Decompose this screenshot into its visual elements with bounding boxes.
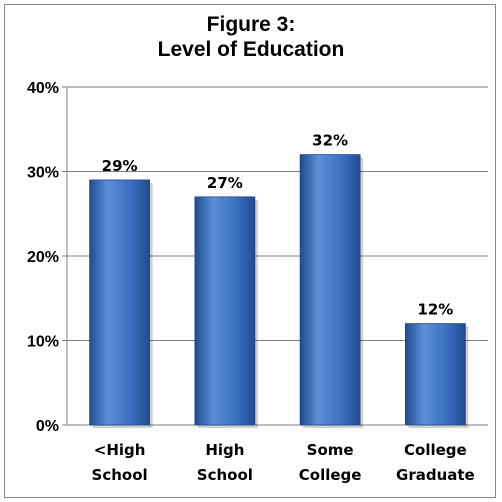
y-tick-label: 0% (36, 418, 59, 435)
y-tick-label: 30% (27, 165, 59, 182)
bar (89, 179, 151, 426)
x-tick-label: <High (94, 441, 146, 459)
chart-title-line: Level of Education (158, 38, 345, 61)
x-tick-label: Graduate (396, 466, 475, 484)
x-tick-label: College (404, 441, 467, 459)
y-tick-label: 10% (27, 334, 59, 351)
bar (404, 323, 466, 426)
x-tick-label: School (92, 466, 148, 484)
x-tick-label: High (205, 441, 244, 459)
x-tick-label: School (197, 466, 253, 484)
chart-frame: Figure 3: Level of Education 0% 10% 20% 30% 40… (4, 4, 496, 498)
data-label: 12% (417, 301, 453, 319)
bar (299, 154, 361, 426)
bar (194, 196, 256, 426)
bar-chart: Figure 3:Level of Education 0% 10% 20% 30% 40… (27, 13, 488, 484)
x-tick-label: Some (307, 441, 354, 459)
chart-title-line: Figure 3: (207, 13, 296, 36)
y-tick-label: 20% (27, 249, 59, 266)
y-tick-label: 40% (27, 80, 59, 97)
data-label: 32% (312, 132, 348, 150)
data-label: 29% (102, 157, 138, 175)
data-label: 27% (207, 174, 243, 192)
x-tick-label: College (299, 466, 362, 484)
